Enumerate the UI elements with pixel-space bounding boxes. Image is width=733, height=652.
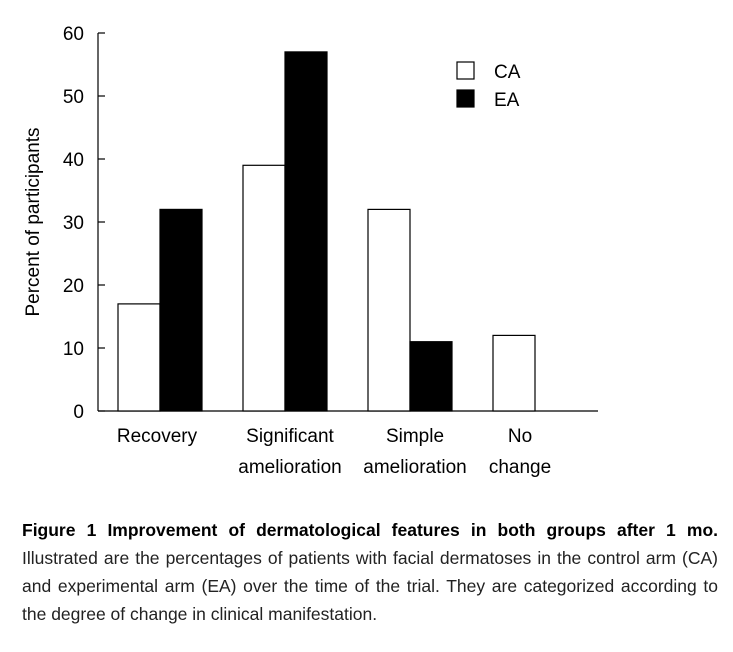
x-tick-label: Simple: [386, 426, 444, 447]
bar-ca-1: [242, 164, 286, 412]
y-tick-label: 30: [63, 213, 84, 234]
chart-legend: CA EA: [456, 61, 521, 111]
legend-swatch-ea: [456, 89, 475, 108]
y-tick-label: 60: [63, 24, 84, 45]
bar-ca-3: [492, 334, 536, 412]
x-tick-label: No: [508, 426, 532, 447]
legend-swatch-ca: [456, 61, 475, 80]
y-tick-label: 10: [63, 339, 84, 360]
caption-title: Figure 1 Improvement of dermatological f…: [22, 520, 718, 540]
figure-caption: Figure 1 Improvement of dermatological f…: [22, 516, 718, 628]
y-axis-label: Percent of participants: [23, 127, 44, 316]
y-tick-label: 20: [63, 276, 84, 297]
bar-ca-0: [117, 303, 161, 412]
legend-label-ca: CA: [494, 62, 521, 83]
bar-ea-2: [409, 341, 453, 412]
bar-chart: 0 10 20 30 40 50 60 Recovery Significant amelior…: [23, 24, 598, 478]
y-axis-ticks: 0 10 20 30 40 50 60: [63, 24, 105, 423]
y-tick-label: 50: [63, 87, 84, 108]
y-tick-label: 0: [73, 402, 84, 423]
y-tick-label: 40: [63, 150, 84, 171]
legend-label-ea: EA: [494, 90, 520, 111]
caption-text: Illustrated are the percentages of patie…: [22, 548, 718, 624]
bar-ca-2: [367, 208, 411, 412]
x-axis-labels: Recovery Significant amelioration Simple ame…: [117, 426, 551, 478]
bar-ea-0: [159, 208, 203, 412]
x-tick-label: change: [489, 457, 551, 478]
x-tick-label: amelioration: [363, 457, 467, 478]
x-tick-label: Recovery: [117, 426, 198, 447]
chart-bars: [117, 51, 536, 412]
x-tick-label: amelioration: [238, 457, 342, 478]
x-tick-label: Significant: [246, 426, 334, 447]
bar-ea-1: [284, 51, 328, 412]
